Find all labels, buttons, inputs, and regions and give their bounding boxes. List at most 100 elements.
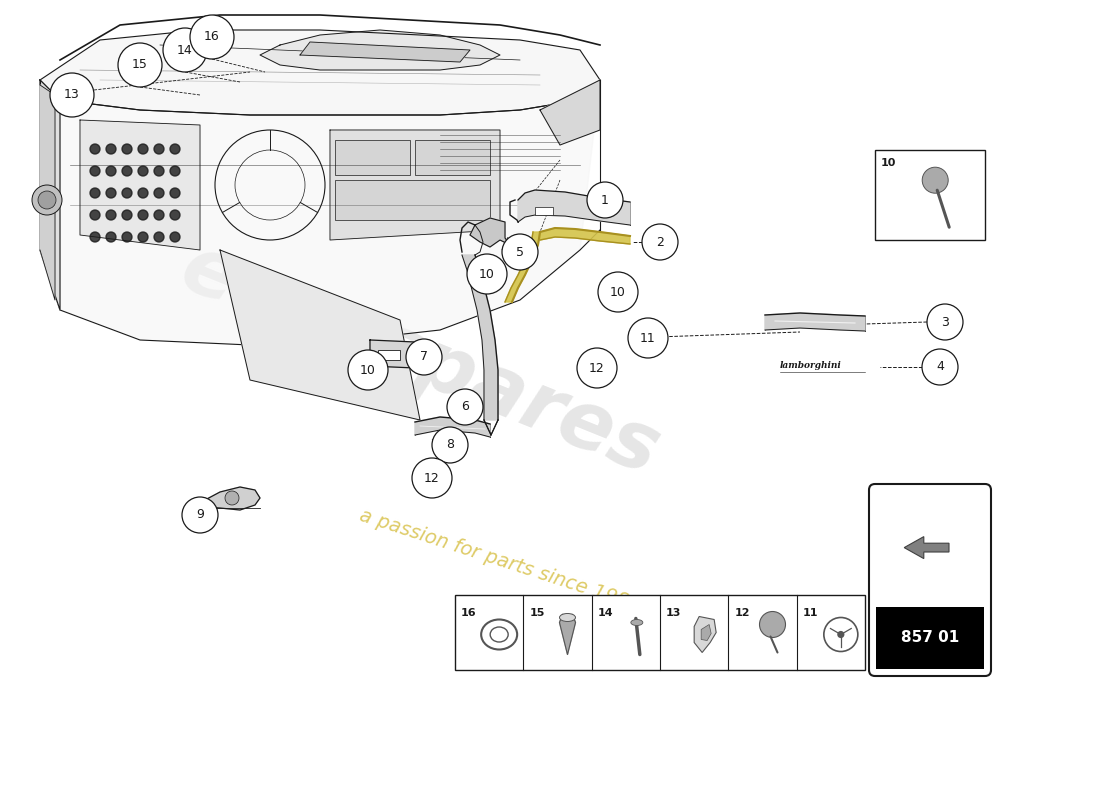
Polygon shape — [415, 342, 420, 371]
Bar — [535, 207, 553, 215]
Text: 8: 8 — [446, 438, 454, 451]
Polygon shape — [330, 130, 500, 240]
Circle shape — [759, 611, 785, 638]
Polygon shape — [701, 625, 712, 641]
Circle shape — [348, 350, 388, 390]
Circle shape — [587, 182, 623, 218]
Polygon shape — [40, 80, 600, 345]
Polygon shape — [904, 537, 949, 558]
Text: 5: 5 — [516, 246, 524, 258]
Circle shape — [154, 144, 164, 154]
Circle shape — [106, 144, 116, 154]
Circle shape — [90, 232, 100, 242]
Bar — [378, 350, 400, 360]
Polygon shape — [370, 340, 415, 368]
Circle shape — [32, 185, 62, 215]
Circle shape — [50, 73, 94, 117]
Circle shape — [837, 631, 845, 638]
Circle shape — [138, 188, 148, 198]
Polygon shape — [540, 228, 630, 244]
Circle shape — [122, 210, 132, 220]
Circle shape — [90, 188, 100, 198]
Circle shape — [642, 224, 678, 260]
Text: 1: 1 — [601, 194, 609, 206]
Text: 4: 4 — [936, 361, 944, 374]
Text: 3: 3 — [942, 315, 949, 329]
Text: 13: 13 — [64, 89, 80, 102]
Bar — [455, 595, 865, 670]
Circle shape — [154, 210, 164, 220]
Text: 12: 12 — [590, 362, 605, 374]
Circle shape — [90, 166, 100, 176]
Text: 10: 10 — [480, 267, 495, 281]
Polygon shape — [200, 487, 260, 510]
Circle shape — [578, 348, 617, 388]
Polygon shape — [40, 30, 600, 115]
Text: 11: 11 — [803, 607, 818, 618]
Circle shape — [468, 254, 507, 294]
Text: eurospares: eurospares — [169, 229, 671, 491]
Bar — [874, 150, 984, 240]
Circle shape — [170, 232, 180, 242]
Text: a passion for parts since 1985: a passion for parts since 1985 — [358, 506, 644, 614]
Circle shape — [122, 232, 132, 242]
Circle shape — [432, 427, 468, 463]
Polygon shape — [505, 232, 540, 302]
Circle shape — [39, 191, 56, 209]
Circle shape — [163, 28, 207, 72]
Polygon shape — [300, 42, 470, 62]
Circle shape — [598, 272, 638, 312]
Circle shape — [90, 210, 100, 220]
Circle shape — [154, 188, 164, 198]
Polygon shape — [260, 30, 500, 70]
Circle shape — [447, 389, 483, 425]
Circle shape — [138, 210, 148, 220]
Circle shape — [106, 166, 116, 176]
Circle shape — [122, 144, 132, 154]
Text: 14: 14 — [597, 607, 614, 618]
Polygon shape — [764, 313, 865, 331]
Text: 11: 11 — [640, 331, 656, 345]
Circle shape — [170, 210, 180, 220]
Circle shape — [922, 167, 948, 193]
Polygon shape — [560, 614, 575, 654]
Circle shape — [502, 234, 538, 270]
Polygon shape — [40, 85, 55, 300]
Circle shape — [406, 339, 442, 375]
Circle shape — [138, 166, 148, 176]
Circle shape — [154, 166, 164, 176]
Circle shape — [190, 15, 234, 59]
Circle shape — [170, 144, 180, 154]
Polygon shape — [518, 190, 630, 225]
Circle shape — [824, 618, 858, 651]
Bar — [415, 140, 490, 175]
Ellipse shape — [560, 614, 575, 622]
Text: lamborghini: lamborghini — [780, 361, 842, 370]
Text: 16: 16 — [461, 607, 476, 618]
Circle shape — [170, 166, 180, 176]
Text: 6: 6 — [461, 401, 469, 414]
Circle shape — [154, 232, 164, 242]
Polygon shape — [462, 255, 498, 420]
Circle shape — [628, 318, 668, 358]
Text: 10: 10 — [881, 158, 896, 168]
Bar — [877, 492, 983, 605]
Text: 14: 14 — [177, 43, 192, 57]
Circle shape — [927, 304, 962, 340]
Bar — [336, 180, 490, 220]
Polygon shape — [694, 617, 716, 653]
Polygon shape — [540, 80, 600, 145]
Circle shape — [138, 232, 148, 242]
Text: 15: 15 — [529, 607, 544, 618]
Circle shape — [138, 144, 148, 154]
Circle shape — [90, 144, 100, 154]
Circle shape — [118, 43, 162, 87]
Circle shape — [412, 458, 452, 498]
Text: 10: 10 — [360, 363, 376, 377]
Circle shape — [122, 166, 132, 176]
Circle shape — [106, 188, 116, 198]
Bar — [336, 140, 410, 175]
Circle shape — [182, 497, 218, 533]
Text: 2: 2 — [656, 235, 664, 249]
Ellipse shape — [630, 619, 642, 626]
